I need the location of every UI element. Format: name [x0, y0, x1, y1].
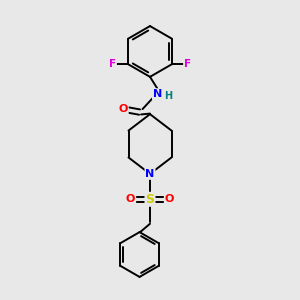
Text: H: H	[164, 91, 172, 101]
Text: N: N	[153, 89, 162, 99]
Text: S: S	[146, 193, 154, 206]
Text: F: F	[184, 59, 191, 69]
Text: N: N	[146, 169, 154, 179]
Text: O: O	[165, 194, 174, 204]
Text: O: O	[126, 194, 135, 204]
Text: O: O	[118, 104, 128, 114]
Text: F: F	[109, 59, 116, 69]
